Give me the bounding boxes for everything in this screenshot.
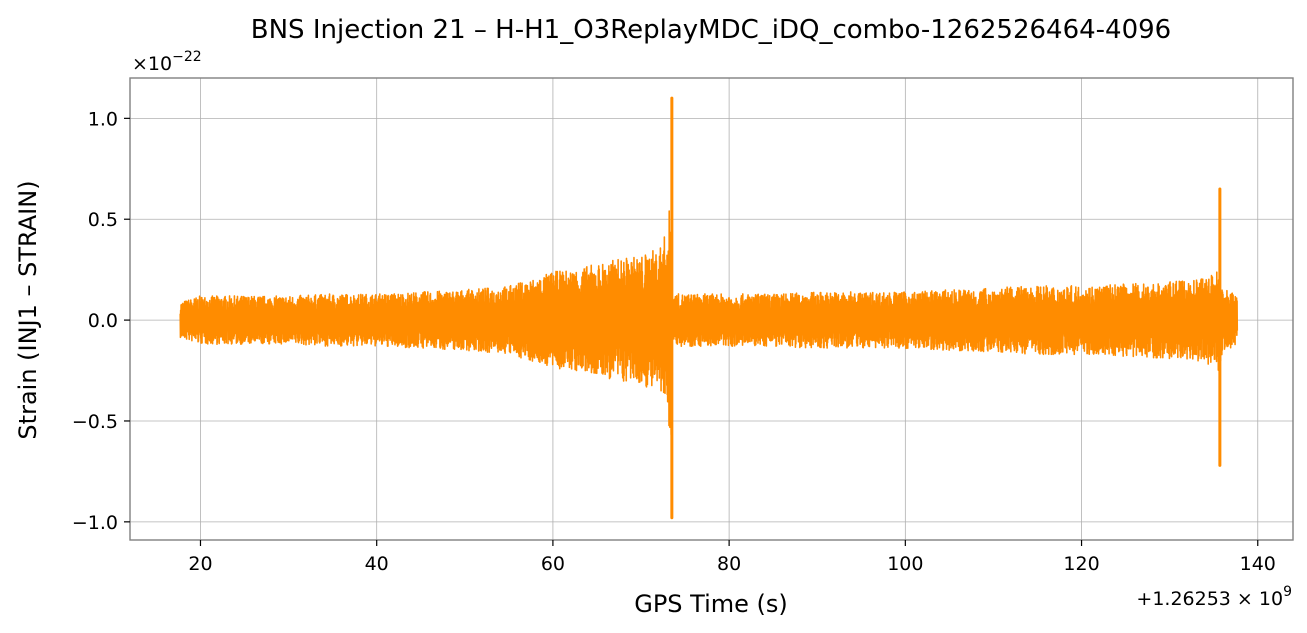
y-tick-label: −0.5 <box>72 411 118 433</box>
x-tick-label: 60 <box>541 553 565 575</box>
y-multiplier-label: ×10−22 <box>132 49 202 75</box>
x-offset-exponent: 9 <box>1283 584 1292 600</box>
y-tick-label: 0.5 <box>88 209 118 231</box>
ticks <box>124 117 1259 546</box>
y-tick-label: −1.0 <box>72 512 118 534</box>
x-tick-label: 140 <box>1240 553 1276 575</box>
x-tick-label: 100 <box>887 553 923 575</box>
x-tick-label: 20 <box>188 553 212 575</box>
plot-frame <box>129 77 1294 541</box>
y-axis-label: Strain (INJ1 – STRAIN) <box>14 180 42 439</box>
x-offset-label: +1.26253 × 109 <box>1136 584 1292 610</box>
y-tick-label: 0.0 <box>88 310 118 332</box>
x-tick-label: 120 <box>1063 553 1099 575</box>
series-strain <box>179 96 1239 520</box>
y-tick-label: 1.0 <box>88 108 118 130</box>
x-axis-label: GPS Time (s) <box>634 590 788 618</box>
tick-labels: 20 40 60 80 100 120 140 −1.0 −0.5 0.0 0.5 1.0 <box>72 108 1276 575</box>
x-tick-label: 80 <box>717 553 741 575</box>
y-multiplier-exponent: −22 <box>172 49 202 65</box>
chart-title: BNS Injection 21 – H-H1_O3ReplayMDC_iDQ_… <box>251 15 1171 45</box>
x-tick-label: 40 <box>365 553 389 575</box>
strain-line <box>179 210 1239 436</box>
